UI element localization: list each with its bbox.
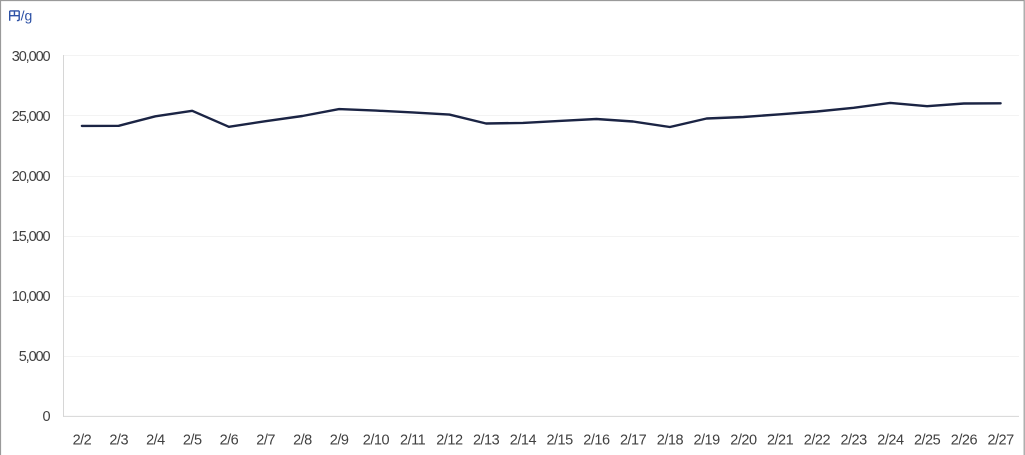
svg-text:2/3: 2/3 [109,433,128,449]
svg-text:2/13: 2/13 [473,433,500,449]
svg-text:2/24: 2/24 [877,433,904,449]
svg-text:2/23: 2/23 [840,433,867,449]
svg-text:15,000: 15,000 [12,229,51,245]
svg-text:25,000: 25,000 [12,109,51,125]
svg-text:/g: /g [21,7,33,23]
svg-text:2/16: 2/16 [583,433,610,449]
svg-text:2/21: 2/21 [767,433,794,449]
svg-text:2/6: 2/6 [220,433,239,449]
svg-text:20,000: 20,000 [12,169,51,185]
svg-text:10,000: 10,000 [12,289,51,305]
svg-text:2/11: 2/11 [400,433,426,449]
svg-text:2/8: 2/8 [293,433,312,449]
svg-text:2/7: 2/7 [256,433,275,449]
svg-text:2/19: 2/19 [693,433,720,449]
svg-text:2/10: 2/10 [363,433,390,449]
svg-text:5,000: 5,000 [19,349,51,365]
svg-text:2/15: 2/15 [546,433,573,449]
svg-text:2/17: 2/17 [620,433,647,449]
svg-text:2/9: 2/9 [330,433,349,449]
svg-text:2/14: 2/14 [510,433,537,449]
svg-text:2/20: 2/20 [730,433,757,449]
svg-text:2/22: 2/22 [804,433,831,449]
svg-text:2/2: 2/2 [73,433,92,449]
svg-text:2/4: 2/4 [146,433,165,449]
svg-text:30,000: 30,000 [12,49,51,65]
svg-text:0: 0 [43,409,51,425]
svg-text:2/18: 2/18 [657,433,684,449]
svg-text:2/26: 2/26 [951,433,978,449]
svg-text:2/5: 2/5 [183,433,202,449]
svg-text:2/25: 2/25 [914,433,941,449]
svg-text:2/12: 2/12 [436,433,463,449]
svg-text:2/27: 2/27 [987,433,1014,449]
